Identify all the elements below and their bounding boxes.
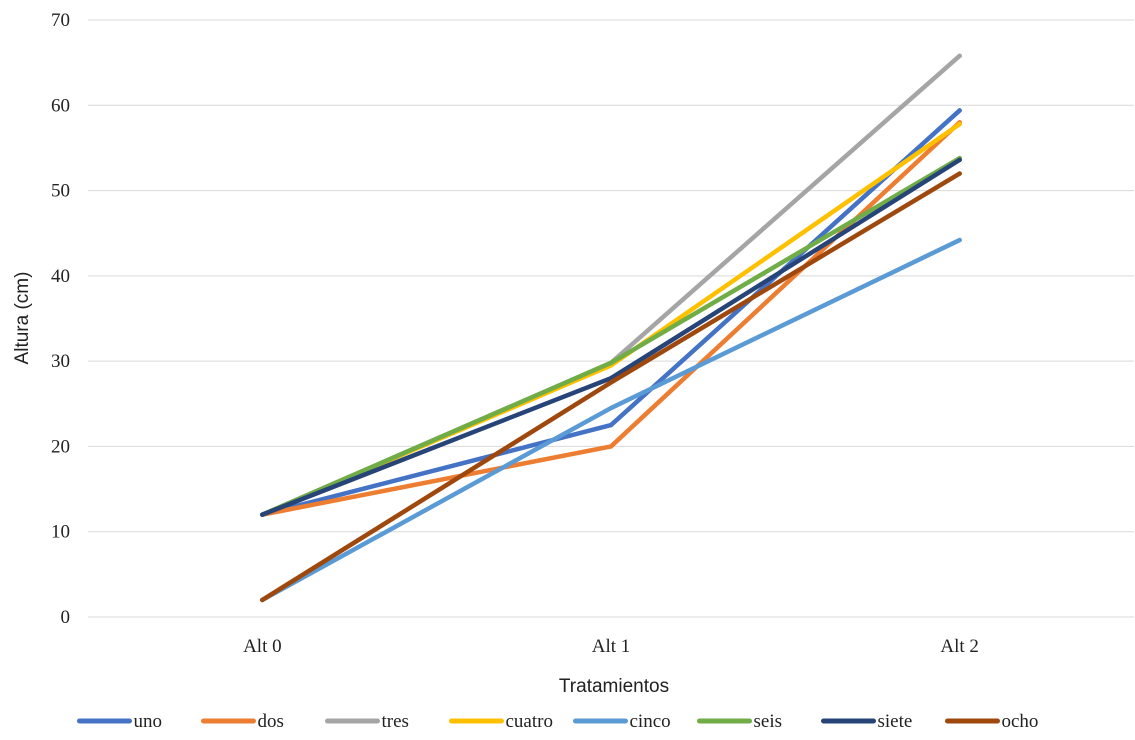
legend: uno dos tres cuatro cinco seis siete ocho	[77, 711, 1039, 732]
legend-label: cuatro	[506, 711, 553, 732]
y-axis-ticks: 0 10 20 30 40 50 60 70	[51, 10, 70, 628]
legend-label: ocho	[1002, 711, 1039, 732]
data-point-uno	[608, 422, 614, 428]
series-line-ocho	[260, 171, 962, 603]
series-line-dos	[260, 120, 962, 517]
legend-item-uno: uno	[77, 711, 163, 732]
y-tick-label: 30	[51, 351, 70, 372]
data-point-cuatro	[957, 121, 962, 127]
x-tick-label: Alt 0	[243, 636, 282, 657]
legend-item-tres: tres	[325, 711, 409, 732]
x-axis-title: Tratamientos	[559, 676, 669, 697]
data-point-ocho	[260, 597, 265, 603]
legend-label: dos	[258, 711, 284, 732]
data-point-uno	[957, 108, 962, 113]
legend-item-siete: siete	[821, 711, 913, 732]
x-tick-label: Alt 1	[592, 636, 631, 657]
legend-label: seis	[754, 711, 783, 732]
data-point-dos	[608, 444, 614, 449]
data-point-ocho	[608, 380, 614, 385]
series-line-cuatro	[260, 121, 962, 517]
y-tick-label: 0	[61, 607, 71, 628]
series-line-cinco	[260, 237, 962, 603]
data-point-cinco	[608, 405, 614, 411]
series-line-seis	[260, 155, 962, 517]
x-axis-ticks: Alt 0 Alt 1 Alt 2	[243, 636, 979, 657]
legend-label: cinco	[630, 711, 671, 732]
gridlines	[88, 19, 1134, 618]
legend-item-cinco: cinco	[573, 711, 671, 732]
legend-item-cuatro: cuatro	[449, 711, 553, 732]
y-tick-label: 70	[51, 10, 70, 31]
legend-item-seis: seis	[697, 711, 783, 732]
y-tick-label: 60	[51, 95, 70, 116]
legend-item-ocho: ocho	[945, 711, 1039, 732]
y-axis-title: Altura (cm)	[12, 272, 33, 365]
series-lines	[260, 53, 962, 603]
legend-label: uno	[134, 711, 163, 732]
data-point-seis	[608, 360, 614, 366]
y-tick-label: 50	[51, 181, 70, 202]
data-point-tres	[957, 53, 962, 59]
data-point-ocho	[957, 171, 962, 176]
series-line-uno	[260, 108, 962, 517]
legend-label: siete	[878, 711, 913, 732]
series-line-siete	[260, 157, 962, 517]
legend-item-dos: dos	[201, 711, 284, 732]
data-point-siete	[957, 157, 962, 163]
data-point-siete	[260, 512, 265, 517]
y-tick-label: 10	[51, 522, 70, 543]
y-tick-label: 40	[51, 266, 70, 287]
y-tick-label: 20	[51, 436, 70, 457]
data-point-cinco	[957, 237, 962, 243]
x-tick-label: Alt 2	[940, 636, 979, 657]
legend-label: tres	[382, 711, 409, 732]
